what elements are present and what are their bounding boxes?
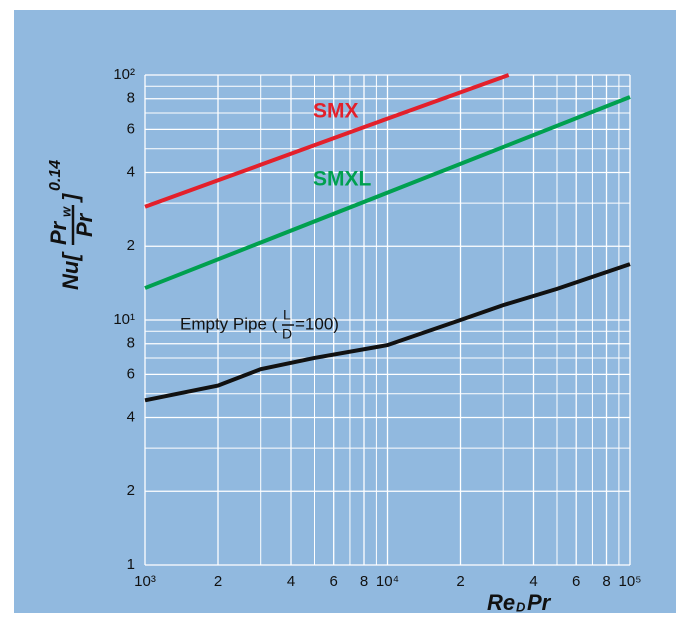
x-tick-label: 4 [287, 573, 295, 590]
series-label: D [282, 326, 292, 342]
y-label-power: 0.14 [47, 160, 64, 191]
y-label-right: ] [58, 193, 83, 203]
series-line [144, 262, 631, 403]
series-label: =100) [295, 314, 339, 333]
x-tick-label: 6 [330, 573, 338, 590]
x-tick-label: 10³ [134, 573, 156, 590]
x-label-sub: D [516, 599, 526, 614]
x-tick-label: 2 [456, 573, 464, 590]
y-tick-label: 6 [127, 365, 135, 382]
series-line [144, 73, 510, 209]
x-label-main: Re [487, 590, 515, 615]
y-tick-label: 8 [127, 335, 135, 352]
y-tick-label: 10¹ [113, 311, 135, 328]
y-label-num: Pr [46, 220, 71, 245]
y-label-num-sub: w [58, 206, 73, 217]
y-label-den: Pr [72, 212, 97, 237]
x-tick-label: 8 [360, 573, 368, 590]
y-tick-label: 8 [127, 90, 135, 107]
y-tick-label: 10² [113, 66, 135, 83]
series-label: Empty Pipe ( [180, 314, 278, 333]
x-tick-label: 8 [602, 573, 610, 590]
series-line [144, 95, 631, 290]
y-tick-label: 4 [127, 163, 135, 180]
y-tick-label: 2 [127, 237, 135, 254]
y-label-left: Nu[ [58, 251, 83, 290]
x-tick-label: 2 [214, 573, 222, 590]
y-tick-label: 2 [127, 482, 135, 499]
y-tick-label: 6 [127, 120, 135, 137]
series-label: L [283, 307, 291, 323]
series-label: SMX [313, 100, 359, 123]
y-axis-label: Nu[ Pr w Pr ] 0.14 [46, 160, 97, 290]
x-tick-label: 10⁴ [376, 573, 399, 590]
series-label: SMXL [313, 168, 372, 191]
x-tick-label: 6 [572, 573, 580, 590]
y-tick-label: 1 [127, 556, 135, 573]
x-tick-label: 10⁵ [619, 573, 642, 590]
y-tick-label: 4 [127, 408, 135, 425]
x-tick-label: 4 [529, 573, 537, 590]
x-label-tail: Pr [527, 590, 552, 615]
panel [14, 10, 676, 613]
